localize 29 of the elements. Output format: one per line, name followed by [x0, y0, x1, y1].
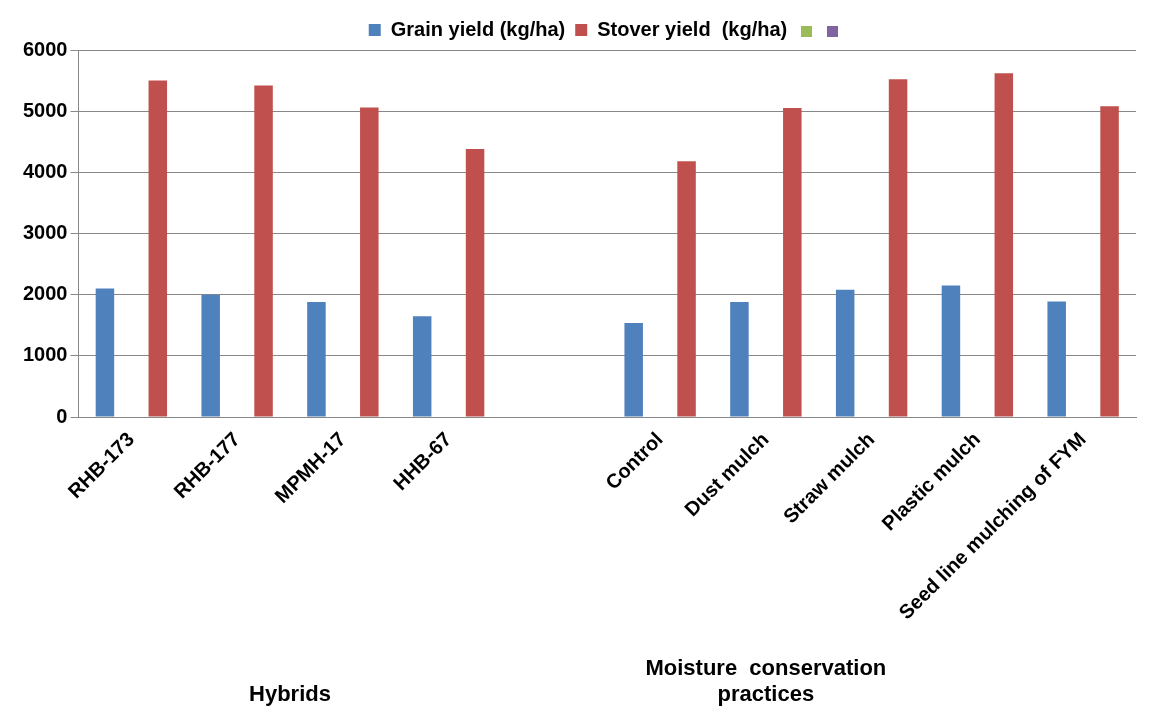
y-tick-label: 2000: [22, 282, 68, 305]
bar: [994, 73, 1014, 417]
y-tick-label: 0: [56, 404, 68, 427]
legend-label: Stover yield (kg/ha): [597, 17, 788, 40]
bar: [412, 316, 432, 417]
bar: [888, 79, 908, 417]
bar: [465, 149, 485, 417]
y-tick-label: 4000: [22, 159, 68, 182]
text: Hybrids: [249, 681, 331, 707]
bar: [1100, 106, 1119, 417]
bar: [95, 288, 115, 417]
y-tick-label: 5000: [22, 98, 68, 121]
bar: [360, 107, 379, 417]
bar: [148, 80, 168, 417]
bar: [941, 285, 961, 417]
y-tick-label: 3000: [22, 221, 68, 244]
y-tick-label: 1000: [22, 343, 68, 366]
bar: [835, 289, 855, 417]
text: Moisture conservation practices: [645, 655, 887, 707]
bar: [1047, 301, 1066, 417]
bar: [730, 302, 749, 417]
bar: [201, 294, 220, 417]
bar: [307, 302, 326, 417]
bar: [677, 161, 696, 417]
bar: [254, 85, 273, 417]
legend-label: Grain yield (kg/ha): [390, 17, 566, 40]
y-tick-label: 6000: [22, 37, 68, 60]
bar: [783, 108, 802, 417]
bar: [624, 322, 643, 417]
